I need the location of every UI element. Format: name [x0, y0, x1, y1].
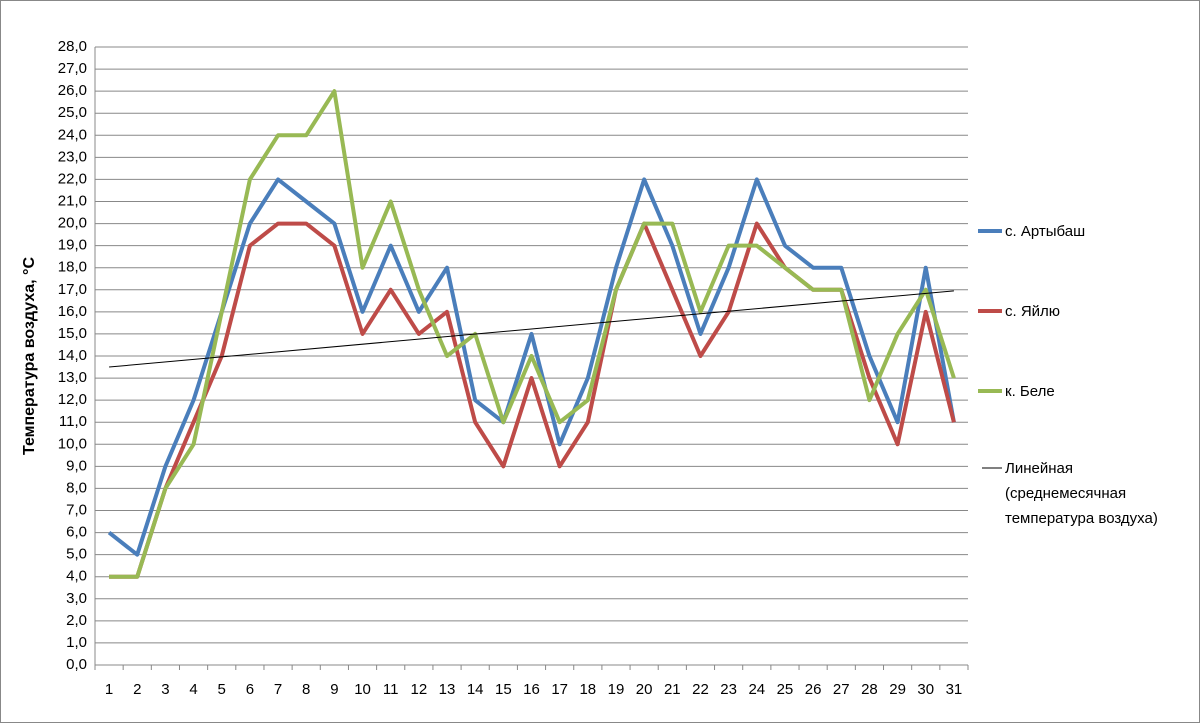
y-tick-label: 2,0 [66, 612, 87, 629]
y-tick-label: 3,0 [66, 590, 87, 607]
x-tick-label: 7 [274, 681, 282, 698]
y-axis-label: Температура воздуха, °С [21, 257, 38, 455]
y-tick-label: 16,0 [58, 303, 87, 320]
y-tick-label: 25,0 [58, 104, 87, 121]
y-tick-label: 11,0 [59, 413, 87, 430]
legend-label: к. Беле [1005, 383, 1055, 400]
series-line [109, 89, 956, 579]
y-tick-label: 1,0 [66, 634, 87, 651]
y-tick-label: 8,0 [66, 479, 87, 496]
y-tick-label: 18,0 [58, 259, 87, 276]
x-tick-label: 14 [467, 681, 484, 698]
x-tick-label: 4 [189, 681, 197, 698]
y-tick-label: 14,0 [58, 347, 87, 364]
series-line [107, 177, 956, 557]
x-tick-label: 9 [330, 681, 338, 698]
x-tick-label: 2 [133, 681, 141, 698]
legend-label: с. Артыбаш [1005, 223, 1086, 240]
trend-line [109, 290, 954, 368]
x-tick-label: 31 [946, 681, 963, 698]
y-tick-label: 28,0 [58, 38, 87, 55]
x-tick-label: 30 [917, 681, 934, 698]
y-tick-label: 12,0 [58, 391, 87, 408]
x-tick-label: 27 [833, 681, 850, 698]
y-tick-label: 21,0 [58, 192, 87, 209]
y-tick-label: 5,0 [66, 546, 87, 563]
x-tick-label: 21 [664, 681, 681, 698]
x-tick-label: 15 [495, 681, 512, 698]
x-tick-label: 29 [889, 681, 906, 698]
x-tick-label: 5 [218, 681, 226, 698]
x-tick-label: 3 [161, 681, 169, 698]
x-tick-label: 23 [720, 681, 737, 698]
y-tick-label: 24,0 [58, 126, 87, 143]
y-tick-label: 27,0 [58, 60, 87, 77]
x-tick-label: 10 [354, 681, 371, 698]
x-tick-label: 6 [246, 681, 254, 698]
y-tick-label: 26,0 [58, 82, 87, 99]
y-tick-label: 20,0 [58, 215, 87, 232]
y-tick-label: 23,0 [58, 148, 87, 165]
y-tick-label: 19,0 [58, 237, 87, 254]
legend-label: с. Яйлю [1005, 303, 1061, 320]
x-tick-label: 8 [302, 681, 310, 698]
y-tick-label: 7,0 [66, 501, 87, 518]
x-tick-label: 19 [608, 681, 625, 698]
x-tick-label: 20 [636, 681, 653, 698]
x-tick-label: 28 [861, 681, 878, 698]
y-tick-label: 0,0 [66, 656, 87, 673]
x-tick-label: 16 [523, 681, 540, 698]
y-tick-label: 10,0 [58, 435, 87, 452]
x-tick-label: 12 [411, 681, 428, 698]
x-tick-label: 11 [383, 681, 399, 698]
y-tick-label: 13,0 [58, 369, 87, 386]
x-tick-label: 26 [805, 681, 822, 698]
y-tick-label: 15,0 [58, 325, 87, 342]
y-tick-label: 22,0 [58, 170, 87, 187]
x-tick-label: 25 [777, 681, 794, 698]
x-tick-label: 13 [439, 681, 456, 698]
x-tick-label: 22 [692, 681, 709, 698]
x-tick-label: 1 [105, 681, 113, 698]
y-tick-label: 17,0 [58, 281, 87, 298]
y-tick-label: 6,0 [66, 524, 87, 541]
x-tick-label: 17 [551, 681, 568, 698]
x-tick-label: 24 [748, 681, 765, 698]
legend-label: Линейная (среднемесячная температура воз… [1005, 460, 1158, 527]
x-tick-label: 18 [579, 681, 596, 698]
y-tick-label: 9,0 [66, 457, 87, 474]
y-tick-label: 4,0 [66, 568, 87, 585]
